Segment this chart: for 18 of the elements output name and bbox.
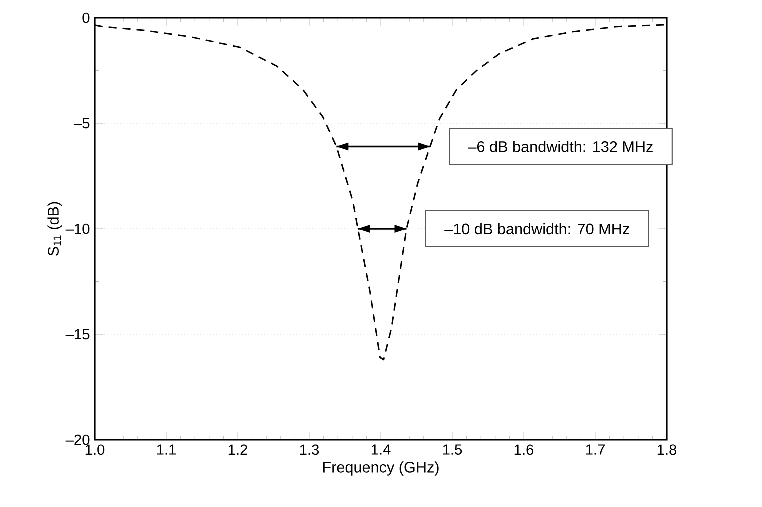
- y-tick-label: –20: [66, 434, 90, 446]
- x-tick-label: 1.5: [443, 444, 462, 455]
- y-tick-label: –5: [74, 118, 90, 129]
- y-tick-label: –15: [66, 329, 90, 340]
- x-tick-label: 1.8: [658, 444, 677, 456]
- x-tick-label: 1.1: [157, 444, 176, 455]
- annotation: –6 dB bandwidth: 132 MHz: [468, 141, 653, 152]
- annotation: –10 dB bandwidth: 70 MHz: [444, 223, 630, 235]
- x-tick-label: 1.2: [228, 444, 248, 455]
- x-axis-title: Frequency (GHz): [323, 462, 439, 476]
- y-tick-label: 0: [82, 12, 90, 24]
- x-tick-label: 1.3: [300, 444, 320, 456]
- x-tick-label: 1.6: [514, 444, 534, 456]
- x-tick-label: 1.7: [586, 444, 605, 455]
- y-tick-label: –10: [66, 224, 90, 234]
- x-tick-label: 1.4: [372, 444, 391, 455]
- y-axis-title: S$_{11}$ (dB): [48, 202, 62, 256]
- x-tick-label: 1.0: [86, 444, 105, 456]
